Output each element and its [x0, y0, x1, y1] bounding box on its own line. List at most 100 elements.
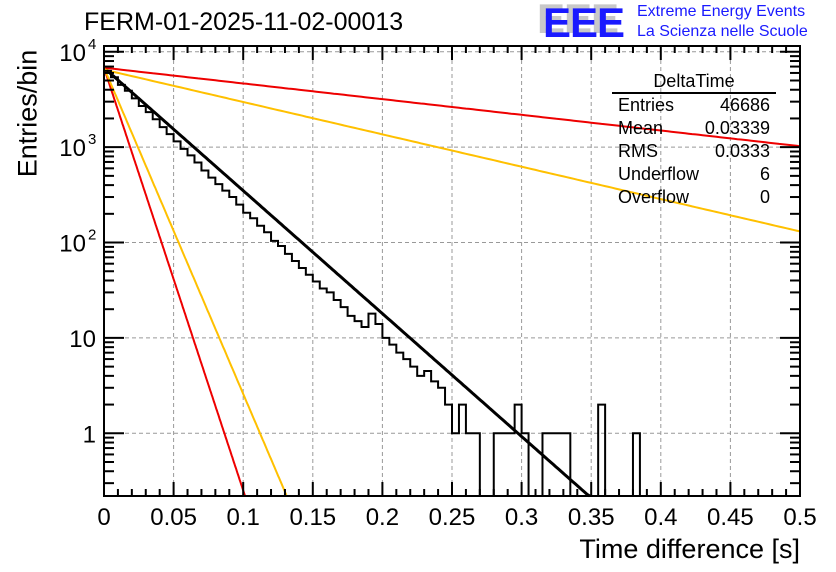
x-tick-label: 0.5	[783, 504, 816, 531]
x-tick-label: 0.45	[707, 504, 754, 531]
x-tick-label: 0.1	[227, 504, 260, 531]
stats-value: 46686	[719, 95, 770, 115]
histogram-bin	[194, 163, 201, 496]
stats-title: DeltaTime	[612, 70, 776, 94]
histogram-bin	[473, 433, 480, 496]
histogram-bin	[306, 275, 313, 496]
y-tick-exponent: 4	[88, 36, 96, 53]
logo-line-2: La Scienza nelle Scuole	[637, 23, 808, 40]
stats-label: Mean	[618, 118, 664, 138]
histogram-bin	[494, 433, 501, 496]
histogram-bin	[362, 327, 369, 496]
histogram-bin	[382, 338, 389, 496]
stats-row-mean: Mean 0.03339	[612, 117, 776, 140]
histogram-bin	[257, 226, 264, 496]
histogram-bin	[542, 433, 549, 496]
histogram-bin	[389, 345, 396, 496]
stats-row-overflow: Overflow 0	[612, 186, 776, 209]
histogram-bin	[327, 292, 334, 496]
fit-curve-red-slow	[103, 66, 801, 148]
x-axis-ticks: 0 0.05 0.1 0.15 0.2 0.25 0.3 0.35 0.4 0.45 0.5	[97, 46, 817, 531]
histogram-bin	[368, 314, 375, 496]
y-tick-label: 1	[83, 421, 96, 448]
stats-row-underflow: Underflow 6	[612, 163, 776, 186]
histogram-bin	[341, 307, 348, 496]
x-tick-label: 0.4	[644, 504, 677, 531]
histogram-bin	[320, 288, 327, 496]
histogram-bin	[250, 218, 257, 496]
x-axis-label: Time difference [s]	[579, 534, 800, 564]
stats-row-rms: RMS 0.0333	[612, 140, 776, 163]
histogram-bin	[278, 246, 285, 496]
y-tick-label: 10	[59, 40, 86, 67]
histogram-bin	[181, 149, 188, 496]
histogram-bin	[417, 376, 424, 496]
x-tick-label: 0.15	[289, 504, 336, 531]
histogram-bin	[201, 170, 208, 496]
histogram-bin	[633, 433, 640, 496]
logo-line-1: Extreme Energy Events	[637, 3, 806, 20]
stats-box: DeltaTime Entries 46686 Mean 0.03339 RMS…	[612, 70, 776, 209]
fit-curve-fit	[103, 66, 591, 498]
y-tick-label: 10	[59, 231, 86, 258]
histogram-bin	[174, 141, 181, 496]
histogram-bin	[466, 433, 473, 496]
histogram-bin	[292, 261, 299, 496]
histogram-bin	[438, 388, 445, 496]
histogram-bin	[452, 433, 459, 496]
histogram-bin	[299, 268, 306, 496]
histogram-bin	[167, 134, 174, 496]
stats-row-entries: Entries 46686	[612, 94, 776, 117]
histogram-bin	[104, 71, 111, 496]
stats-value: 6	[759, 164, 770, 184]
y-tick-exponent: 2	[88, 227, 96, 244]
x-tick-label: 0.35	[568, 504, 615, 531]
histogram-bin	[348, 316, 355, 496]
histogram-bin	[396, 353, 403, 496]
histogram-bin	[160, 127, 167, 496]
y-axis-label: Entries/bin	[12, 49, 43, 178]
histogram-bin	[375, 324, 382, 496]
histogram-bin	[598, 405, 605, 496]
histogram-bin	[313, 282, 320, 496]
fit-curves	[103, 66, 801, 498]
fit-curve-yellow-fast	[103, 67, 288, 496]
histogram-bin	[501, 433, 508, 496]
stats-label: Overflow	[618, 187, 690, 207]
fit-curve-yellow-slow	[103, 68, 801, 233]
histogram-bin	[271, 241, 278, 496]
eee-logo: EEE Extreme Energy Events La Scienza nel…	[543, 2, 833, 44]
histogram-bin	[508, 433, 515, 496]
stats-label: RMS	[618, 141, 658, 161]
histogram-bin	[403, 359, 410, 496]
stats-value: 0	[759, 187, 770, 207]
histogram-bin	[208, 178, 215, 496]
stats-value: 0.0333	[714, 141, 770, 161]
x-tick-label: 0	[97, 504, 110, 531]
histogram-bin	[431, 381, 438, 496]
histogram-bin	[410, 367, 417, 496]
y-tick-label: 10	[59, 135, 86, 162]
histogram-bin	[515, 405, 522, 496]
x-tick-label: 0.05	[150, 504, 197, 531]
histogram-bin	[285, 254, 292, 496]
histogram-bin	[563, 433, 570, 496]
x-tick-label: 0.2	[366, 504, 399, 531]
logo-mark: EEE	[543, 0, 625, 46]
histogram-bin	[556, 433, 563, 496]
y-tick-exponent: 3	[88, 131, 96, 148]
x-tick-label: 0.25	[429, 504, 476, 531]
histogram-bin	[236, 205, 243, 496]
histogram-bin	[445, 405, 452, 496]
chart-title: FERM-01-2025-11-02-00013	[84, 8, 404, 36]
stats-label: Entries	[618, 95, 675, 115]
histogram-bin	[153, 119, 160, 496]
histogram-bin	[222, 191, 229, 496]
fit-curve-red-fast	[103, 67, 247, 497]
stats-label: Underflow	[618, 164, 700, 184]
x-tick-label: 0.3	[505, 504, 538, 531]
stats-value: 0.03339	[704, 118, 770, 138]
histogram-bin	[243, 213, 250, 496]
